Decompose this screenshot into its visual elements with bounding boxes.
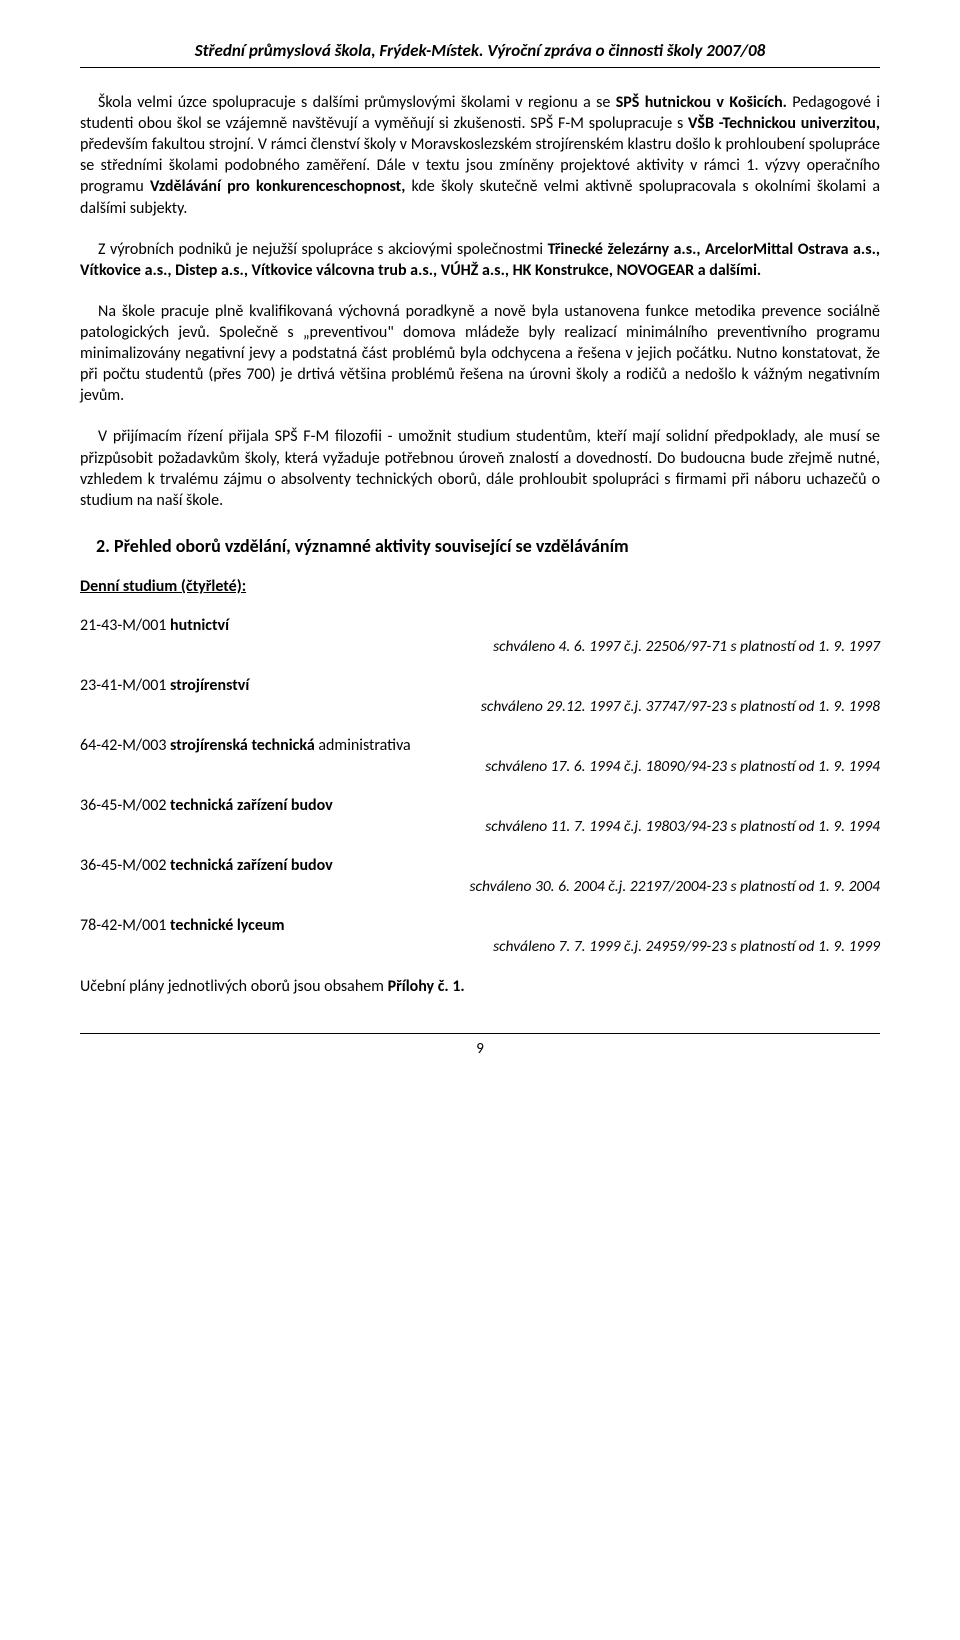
program-block: 64-42-M/003 strojírenská technická admin… [80, 736, 880, 776]
program-note: schváleno 30. 6. 2004 č.j. 22197/2004-23… [80, 877, 880, 896]
p1-bold-d: VŠB -Technickou univerzitou, [688, 114, 880, 133]
program-name-bold: strojírenská technická [170, 736, 318, 755]
program-block: 78-42-M/001 technické lyceum schváleno 7.… [80, 916, 880, 956]
program-code: 64-42-M/003 [80, 736, 170, 755]
program-name-bold: technická zařízení budov [170, 856, 333, 875]
program-name-bold: strojírenství [170, 676, 249, 695]
program-line: 23-41-M/001 strojírenství [80, 676, 880, 695]
programs-list: 21-43-M/001 hutnictví schváleno 4. 6. 199… [80, 616, 880, 956]
page-number: 9 [476, 1040, 484, 1058]
p1-bold-b: SPŠ hutnickou v Košicích. [616, 93, 787, 112]
program-code: 78-42-M/001 [80, 916, 170, 935]
program-name-bold: technické lyceum [170, 916, 284, 935]
program-block: 36-45-M/002 technická zařízení budov schv… [80, 856, 880, 896]
paragraph-4: V přijímacím řízení přijala SPŠ F-M filo… [80, 426, 880, 510]
program-line: 36-45-M/002 technická zařízení budov [80, 856, 880, 875]
program-line: 21-43-M/001 hutnictví [80, 616, 880, 635]
program-line: 36-45-M/002 technická zařízení budov [80, 796, 880, 815]
p4-text: V přijímacím řízení přijala SPŠ F-M filo… [80, 427, 880, 509]
p2-text-a: Z výrobních podniků je nejužší spoluprác… [98, 240, 548, 259]
p3-text: Na škole pracuje plně kvalifikovaná vých… [80, 302, 880, 405]
paragraph-1: Škola velmi úzce spolupracuje s dalšími … [80, 92, 880, 219]
program-code: 23-41-M/001 [80, 676, 170, 695]
closing-bold-b: Přílohy č. 1. [388, 977, 465, 996]
program-note: schváleno 7. 7. 1999 č.j. 24959/99-23 s … [80, 937, 880, 956]
program-note: schváleno 29.12. 1997 č.j. 37747/97-23 s… [80, 697, 880, 716]
page-footer: 9 [80, 1033, 880, 1058]
program-code: 21-43-M/001 [80, 616, 170, 635]
program-line: 78-42-M/001 technické lyceum [80, 916, 880, 935]
program-code: 36-45-M/002 [80, 856, 170, 875]
paragraph-3: Na škole pracuje plně kvalifikovaná vých… [80, 301, 880, 407]
closing-line: Učební plány jednotlivých oborů jsou obs… [80, 976, 880, 997]
program-code: 36-45-M/002 [80, 796, 170, 815]
program-note: schváleno 17. 6. 1994 č.j. 18090/94-23 s… [80, 757, 880, 776]
program-block: 23-41-M/001 strojírenství schváleno 29.12… [80, 676, 880, 716]
p1-bold-f: Vzdělávání pro konkurenceschopnost, [150, 177, 405, 196]
program-name-bold: hutnictví [170, 616, 229, 635]
program-note: schváleno 4. 6. 1997 č.j. 22506/97-71 s … [80, 637, 880, 656]
program-name-rest: administrativa [318, 736, 410, 755]
program-block: 21-43-M/001 hutnictví schváleno 4. 6. 199… [80, 616, 880, 656]
program-block: 36-45-M/002 technická zařízení budov schv… [80, 796, 880, 836]
paragraph-2: Z výrobních podniků je nejužší spoluprác… [80, 239, 880, 281]
program-note: schváleno 11. 7. 1994 č.j. 19803/94-23 s… [80, 817, 880, 836]
p1-text-a: Škola velmi úzce spolupracuje s dalšími … [98, 93, 616, 112]
page-header: Střední průmyslová škola, Frýdek-Místek.… [80, 40, 880, 68]
program-name-bold: technická zařízení budov [170, 796, 333, 815]
denni-studium-label: Denní studium (čtyřleté): [80, 577, 880, 596]
closing-text-a: Učební plány jednotlivých oborů jsou obs… [80, 977, 388, 996]
program-line: 64-42-M/003 strojírenská technická admin… [80, 736, 880, 755]
section-2-heading: 2. Přehled oborů vzdělání, významné akti… [96, 535, 880, 557]
